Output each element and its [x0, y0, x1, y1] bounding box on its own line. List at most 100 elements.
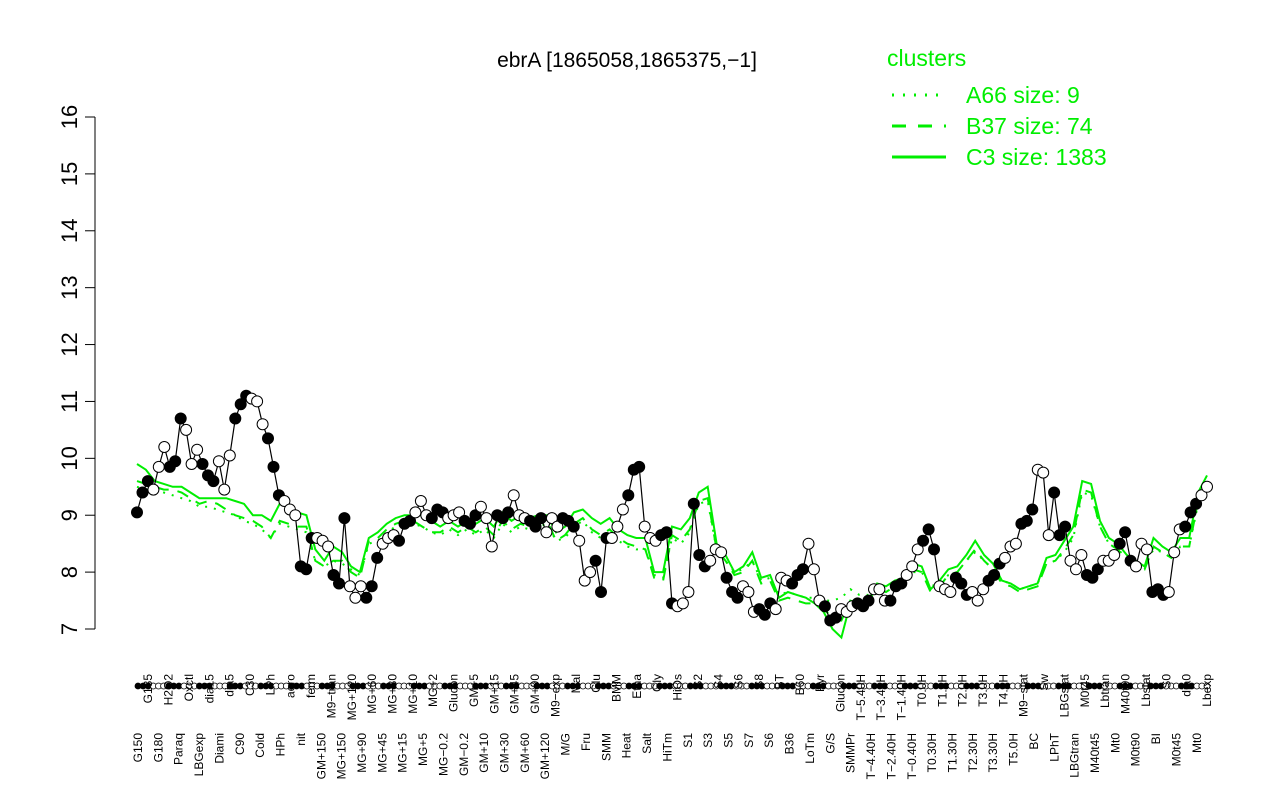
- data-point: [212, 455, 225, 468]
- data-point: [169, 455, 182, 468]
- x-tick-label: M9−exp: [548, 674, 562, 717]
- data-point: [720, 571, 733, 584]
- data-point: [1113, 537, 1126, 550]
- data-point: [1108, 549, 1121, 561]
- x-tick-label: B60: [793, 674, 807, 696]
- x-tick-label: T−3.40H: [874, 674, 888, 720]
- data-point: [1048, 486, 1061, 499]
- data-point: [1020, 514, 1033, 527]
- x-tick-label: Gly: [650, 674, 664, 692]
- y-tick-label: 10: [57, 446, 82, 470]
- legend-title: clusters: [887, 45, 966, 71]
- x-tick-label: GM+60: [518, 733, 532, 773]
- x-tick-label: Cold: [253, 733, 267, 758]
- x-tick-label: GM+120: [538, 733, 552, 780]
- x-tick-label: BC: [1027, 733, 1041, 750]
- x-tick-label: G150: [131, 733, 145, 763]
- data-point: [1009, 537, 1022, 550]
- x-tick-label: MG+30: [386, 674, 400, 714]
- data-point: [895, 577, 908, 590]
- x-tick-label: GM+30: [498, 733, 512, 773]
- data-point: [152, 460, 165, 473]
- x-tick-label: HiTm: [660, 733, 674, 762]
- x-tick-label: Diami: [212, 733, 226, 764]
- data-point: [1086, 571, 1099, 584]
- x-tick-label: T−2.40H: [884, 733, 898, 779]
- x-tick-label: Oxctl: [182, 674, 196, 701]
- x-tick-label: Paraq: [172, 733, 186, 765]
- data-point: [1042, 529, 1055, 542]
- x-tick-label: Lbexp: [1200, 674, 1214, 707]
- data-point: [944, 586, 957, 598]
- data-point: [360, 591, 373, 604]
- x-tick-label: BI: [1149, 733, 1163, 744]
- data-point: [922, 523, 935, 536]
- x-tick-label: Pyr: [813, 674, 827, 692]
- data-point: [136, 486, 149, 499]
- x-tick-label: T5.0H: [1007, 733, 1021, 766]
- x-tick-label: aero: [284, 674, 298, 698]
- x-tick-label: M0t45: [1078, 674, 1092, 708]
- x-tick-label: Fru: [579, 733, 593, 751]
- x-tick-label: S1: [681, 733, 695, 748]
- x-tick-label: LPhT: [1047, 732, 1061, 761]
- data-point: [802, 537, 815, 550]
- data-point: [365, 580, 378, 593]
- x-tick-label: dia5: [223, 674, 237, 697]
- x-tick-label: T2.30H: [966, 733, 980, 772]
- x-tick-label: Lbtran: [1098, 674, 1112, 708]
- data-point: [464, 517, 476, 530]
- legend: clusters A66 size: 9 B37 size: 74 C3 size:…: [887, 45, 1107, 170]
- data-point: [676, 597, 689, 610]
- x-tick-label: S6: [732, 674, 746, 689]
- data-point: [1130, 560, 1142, 573]
- data-point: [687, 497, 700, 510]
- data-point: [147, 483, 160, 496]
- data-point: [786, 577, 799, 590]
- data-point: [354, 580, 367, 593]
- x-tick-label: MG+2: [426, 674, 440, 707]
- x-tick-label: T−0.40H: [905, 733, 919, 779]
- x-tick-label: GM+45: [508, 674, 522, 714]
- x-tick-label: Lbstat: [1139, 673, 1153, 706]
- x-tick-label: H2O2: [162, 674, 176, 706]
- data-point: [928, 543, 940, 556]
- x-tick-label: C90: [233, 733, 247, 755]
- data-point: [693, 549, 706, 561]
- data-point: [1070, 563, 1082, 576]
- data-point: [578, 574, 591, 587]
- y-tick-label: 16: [57, 105, 82, 129]
- x-tick-label: S8: [752, 674, 766, 689]
- x-tick-label: Mal: [569, 674, 583, 693]
- data-point: [818, 600, 831, 613]
- data-point: [971, 594, 984, 607]
- data-point: [966, 586, 979, 598]
- data-point: [371, 551, 384, 564]
- data-point: [469, 509, 482, 522]
- x-tick-label: HiOs: [671, 674, 685, 701]
- cluster-lines: [136, 463, 1208, 640]
- x-tick-label: SMMPr: [844, 733, 858, 773]
- data-point: [262, 432, 274, 445]
- x-tick-label: S3: [701, 733, 715, 748]
- x-tick-label: T0.0H: [915, 674, 929, 707]
- data-point: [589, 554, 602, 567]
- x-tick-label: MG+150: [335, 733, 349, 780]
- y-tick-label: 14: [57, 219, 82, 243]
- x-tick-label: Heat: [620, 732, 634, 758]
- y-tick-label: 13: [57, 275, 82, 299]
- x-tick-label: dia15: [202, 674, 216, 704]
- data-point: [660, 526, 673, 539]
- data-point: [906, 560, 919, 573]
- data-point: [322, 540, 335, 553]
- y-tick-label: 12: [57, 332, 82, 356]
- data-point: [349, 591, 362, 604]
- x-tick-label: MG+120: [345, 674, 359, 721]
- data-series: [131, 389, 1213, 627]
- data-point: [742, 586, 755, 598]
- x-tick-label: Glucon: [834, 674, 848, 712]
- data-point: [453, 506, 466, 519]
- x-tick-label: BMM: [610, 674, 624, 702]
- data-point: [1059, 520, 1072, 533]
- x-tick-label: nit: [294, 732, 308, 745]
